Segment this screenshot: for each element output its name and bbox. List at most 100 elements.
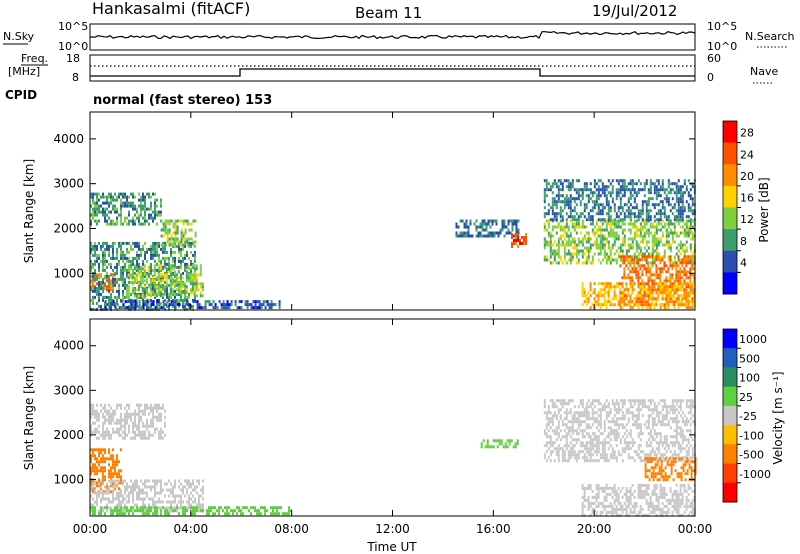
data-cell: [98, 478, 100, 482]
data-cell: [619, 185, 622, 189]
data-cell: [116, 497, 118, 501]
data-cell: [164, 424, 166, 428]
data-cell: [100, 500, 102, 504]
data-cell: [543, 197, 546, 201]
data-cell: [180, 506, 182, 510]
data-cell: [573, 206, 576, 210]
data-cell: [118, 289, 120, 293]
data-cell: [130, 303, 133, 307]
data-cell: [90, 415, 92, 419]
data-cell: [252, 506, 254, 510]
data-cell: [581, 411, 584, 415]
data-cell: [613, 237, 616, 241]
data-cell: [168, 256, 170, 260]
data-cell: [120, 247, 122, 251]
data-cell: [647, 261, 650, 265]
data-cell: [595, 441, 598, 445]
data-cell: [629, 203, 632, 207]
data-cell: [685, 261, 688, 265]
data-cell: [579, 240, 582, 244]
data-cell: [639, 285, 642, 289]
data-cell: [577, 179, 580, 183]
data-cell: [120, 253, 122, 257]
data-cell: [629, 447, 632, 451]
data-cell: [631, 441, 634, 445]
data-cell: [621, 426, 624, 430]
data-cell: [195, 264, 198, 268]
data-cell: [689, 288, 692, 292]
data-cell: [174, 289, 176, 293]
data-cell: [675, 267, 678, 271]
data-cell: [142, 280, 144, 284]
data-cell: [208, 506, 210, 510]
data-cell: [653, 297, 656, 301]
data-cell: [691, 291, 694, 295]
data-cell: [120, 192, 122, 196]
data-cell: [146, 247, 148, 251]
data-cell: [162, 222, 165, 226]
data-cell: [567, 185, 570, 189]
data-cell: [96, 192, 98, 196]
data-cell: [563, 411, 566, 415]
data-cell: [108, 412, 110, 416]
freq-unit-label: [MHz]: [8, 65, 40, 78]
data-cell: [90, 213, 92, 217]
data-cell: [96, 466, 98, 470]
data-cell: [585, 188, 588, 192]
data-cell: [565, 231, 568, 235]
data-cell: [222, 306, 225, 310]
data-cell: [661, 297, 664, 301]
data-cell: [543, 240, 546, 244]
data-cell: [178, 494, 180, 498]
data-cell: [190, 259, 192, 263]
data-cell: [575, 411, 578, 415]
data-cell: [589, 459, 592, 463]
data-cell: [183, 294, 186, 298]
data-cell: [116, 195, 118, 199]
data-cell: [172, 488, 174, 492]
data-cell: [132, 482, 134, 486]
data-cell: [106, 433, 108, 437]
data-cell: [185, 276, 188, 280]
data-cell: [573, 188, 576, 192]
data-cell: [549, 188, 552, 192]
data-cell: [186, 240, 189, 244]
data-cell: [573, 417, 576, 421]
data-cell: [553, 252, 556, 256]
data-cell: [102, 250, 104, 254]
data-cell: [174, 306, 177, 310]
data-cell: [629, 188, 632, 192]
data-cell: [573, 222, 576, 226]
data-cell: [138, 488, 140, 492]
data-cell: [593, 417, 596, 421]
data-cell: [146, 494, 148, 498]
data-cell: [647, 426, 650, 430]
data-cell: [607, 185, 610, 189]
data-cell: [679, 270, 682, 274]
data-cell: [186, 250, 188, 254]
data-cell: [597, 450, 600, 454]
data-cell: [633, 459, 636, 463]
data-cell: [186, 253, 188, 257]
data-cell: [120, 219, 122, 223]
data-cell: [503, 225, 506, 229]
data-cell: [563, 435, 566, 439]
data-cell: [593, 288, 596, 292]
data-cell: [651, 243, 654, 247]
data-cell: [198, 509, 200, 513]
data-cell: [575, 225, 578, 229]
data-cell: [166, 231, 169, 235]
data-cell: [685, 188, 688, 192]
data-cell: [162, 256, 164, 260]
data-cell: [623, 450, 626, 454]
data-cell: [190, 268, 192, 272]
data-cell: [683, 279, 686, 283]
data-cell: [194, 500, 196, 504]
data-cell: [122, 479, 124, 483]
data-cell: [491, 222, 494, 226]
data-cell: [655, 264, 658, 268]
data-cell: [168, 243, 171, 247]
data-cell: [126, 256, 128, 260]
data-cell: [124, 412, 126, 416]
data-cell: [583, 420, 586, 424]
